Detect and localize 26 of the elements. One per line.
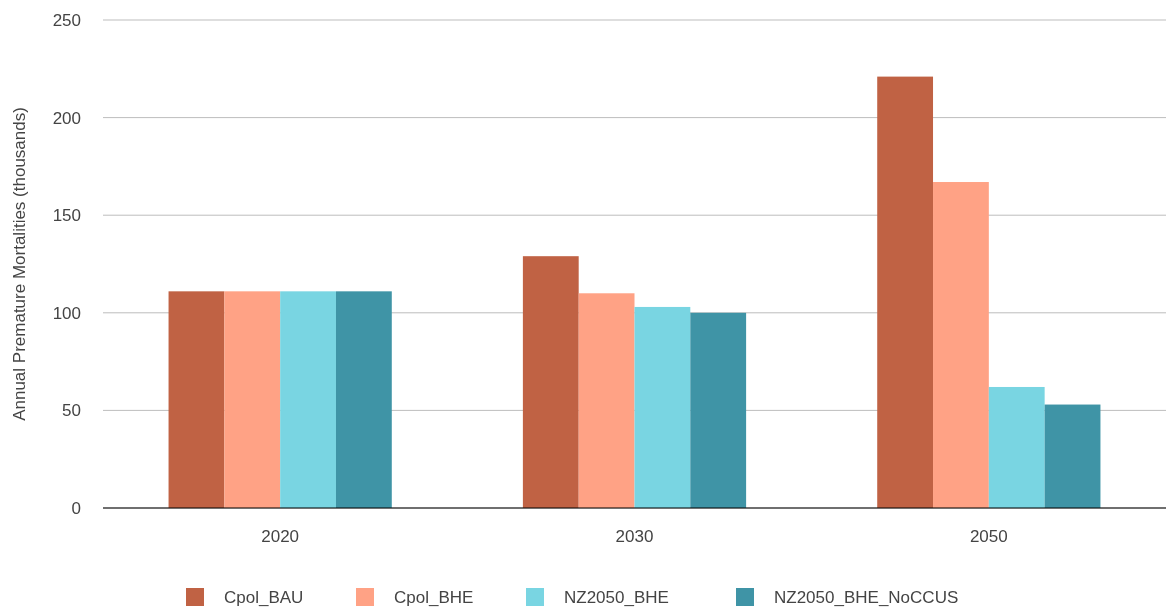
bar [634,306,691,508]
x-tick-label: 2030 [615,527,654,546]
y-tick-label: 100 [52,303,81,323]
bar [522,256,579,508]
bar [280,291,336,508]
bar [933,182,989,508]
bar [988,386,1045,508]
y-tick-label: 50 [62,401,81,421]
legend-label: NZ2050_BHE [564,587,669,607]
legend-label: Cpol_BHE [394,587,474,607]
y-tick-label: 0 [71,498,81,518]
legend-label: Cpol_BAU [224,587,304,607]
bar [690,312,747,508]
bar [168,291,225,508]
bar [1044,404,1101,508]
y-axis-title: Annual Premature Mortalities (thousands) [10,107,29,421]
x-tick-label: 2020 [261,527,300,546]
x-tick-label: 2050 [969,527,1008,546]
bar [335,291,392,508]
y-tick-label: 200 [52,108,81,128]
legend-label: NZ2050_BHE_NoCCUS [774,587,959,607]
bar [224,291,281,508]
y-tick-label: 250 [52,10,81,30]
y-tick-label: 150 [52,206,81,226]
bar [578,293,635,508]
bar [877,76,934,508]
